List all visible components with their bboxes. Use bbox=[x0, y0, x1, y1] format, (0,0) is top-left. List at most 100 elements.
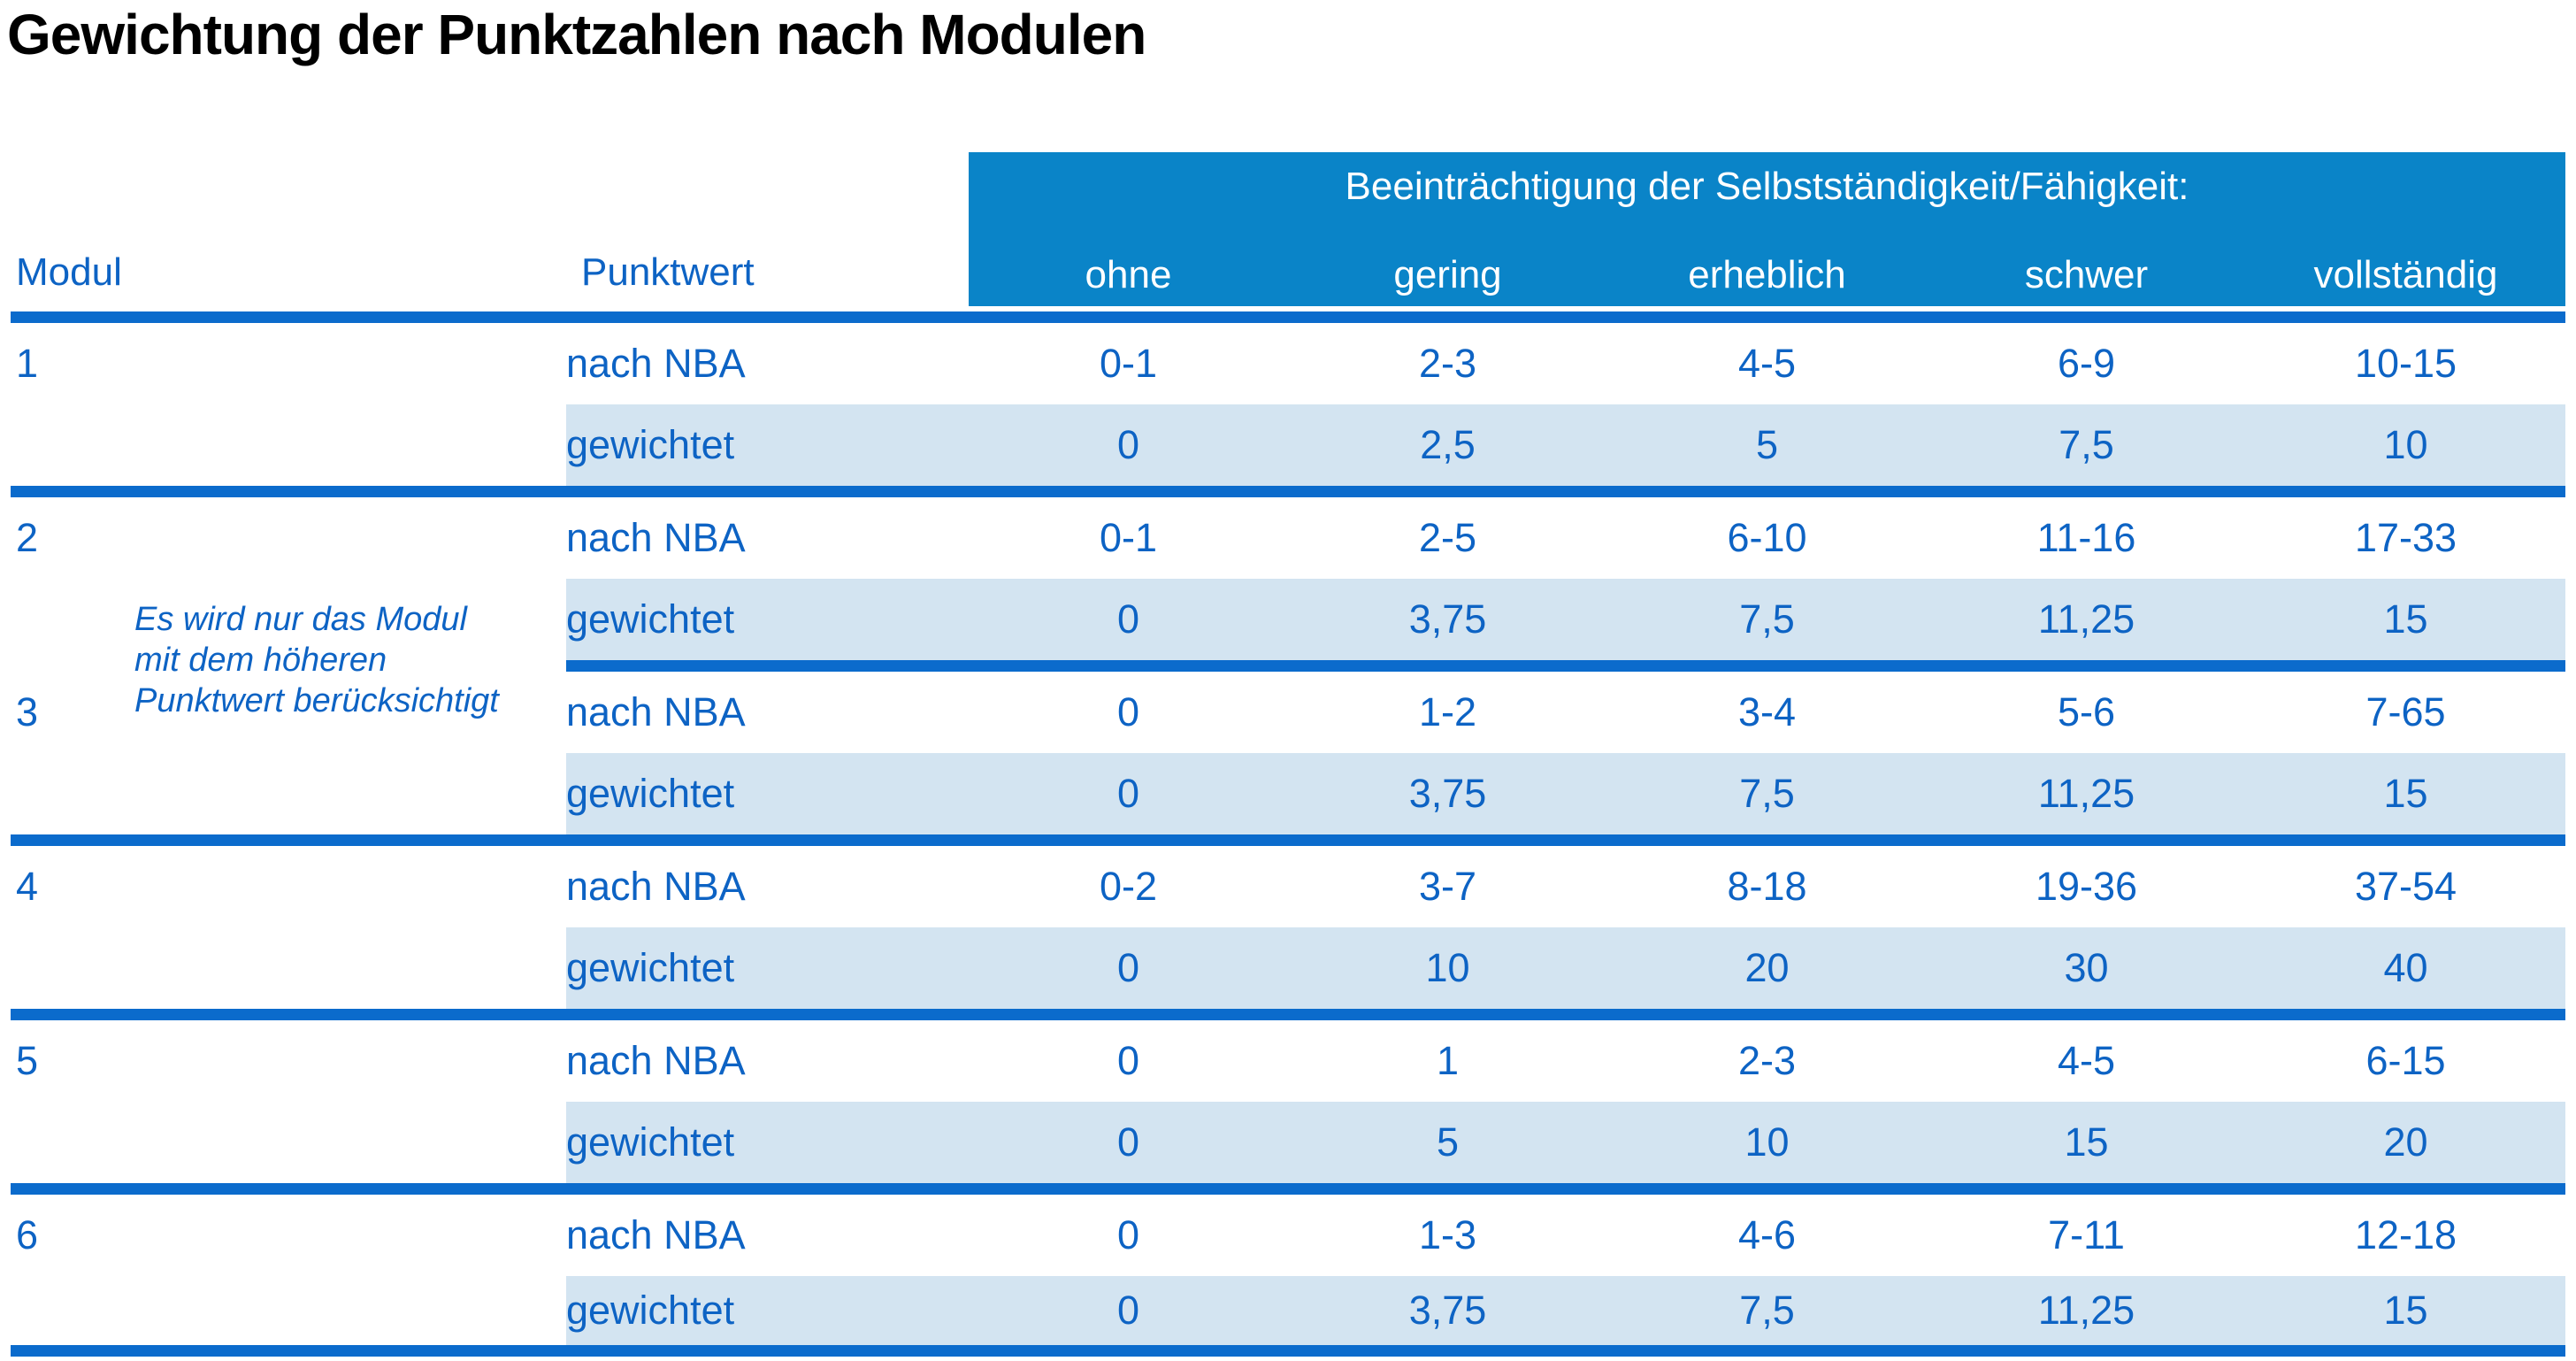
table-row-module5-nach-nba: 5 nach NBA 0 1 2-3 4-5 6-15 bbox=[0, 1020, 2576, 1102]
table-row-module1-gewichtet: gewichtet 0 2,5 5 7,5 10 bbox=[0, 404, 2576, 486]
value-cell: 5-6 bbox=[2057, 689, 2116, 734]
separator-rule bbox=[11, 834, 2565, 846]
value-cell: 2,5 bbox=[1288, 404, 1607, 486]
table-row-module5-gewichtet: gewichtet 0 5 10 15 20 bbox=[0, 1102, 2576, 1183]
value-cell: 0-1 bbox=[1099, 341, 1158, 386]
value-cell: 1 bbox=[1436, 1038, 1460, 1083]
table-row-module1-nach-nba: 1 nach NBA 0-1 2-3 4-5 6-9 10-15 bbox=[0, 323, 2576, 404]
value-cell: 0-2 bbox=[1099, 864, 1158, 909]
value-cell: 0-1 bbox=[1099, 515, 1158, 560]
column-header-gering: gering bbox=[1393, 253, 1502, 296]
value-cell: 8-18 bbox=[1727, 864, 1807, 909]
severity-column-headers: ohne gering erheblich schwer vollständig bbox=[969, 253, 2565, 297]
row-label: gewichtet bbox=[566, 579, 969, 660]
value-cell: 7,5 bbox=[1607, 753, 1927, 834]
row-label: gewichtet bbox=[566, 927, 969, 1009]
value-cell: 37-54 bbox=[2354, 864, 2457, 909]
module-number: 6 bbox=[16, 1212, 39, 1257]
value-cell: 15 bbox=[1927, 1102, 2246, 1183]
value-cell: 15 bbox=[2246, 1276, 2565, 1345]
module-number: 3 bbox=[16, 689, 39, 734]
note-line: Punktwert berücksichtigt bbox=[134, 682, 499, 719]
row-label: nach NBA bbox=[566, 864, 746, 909]
row-label: nach NBA bbox=[566, 689, 746, 734]
separator-rule-partial bbox=[566, 660, 2565, 672]
module-number: 5 bbox=[16, 1038, 39, 1083]
value-cell: 0 bbox=[969, 1102, 1288, 1183]
table-row-module4-nach-nba: 4 nach NBA 0-2 3-7 8-18 19-36 37-54 bbox=[0, 846, 2576, 927]
note-text: Es wird nur das Modul mit dem höheren Pu… bbox=[134, 599, 577, 721]
table-row-module2-nach-nba: 2 nach NBA 0-1 2-5 6-10 11-16 17-33 bbox=[0, 497, 2576, 579]
value-cell: 5 bbox=[1288, 1102, 1607, 1183]
value-cell: 2-5 bbox=[1418, 515, 1477, 560]
value-cell: 17-33 bbox=[2354, 515, 2457, 560]
table-row-module6-nach-nba: 6 nach NBA 0 1-3 4-6 7-11 12-18 bbox=[0, 1195, 2576, 1276]
note-line: mit dem höheren bbox=[134, 642, 387, 679]
value-cell: 4-5 bbox=[1737, 341, 1797, 386]
module-number-empty bbox=[0, 927, 566, 1009]
value-cell: 7-11 bbox=[2048, 1212, 2125, 1257]
row-label: gewichtet bbox=[566, 404, 969, 486]
value-cell: 40 bbox=[2246, 927, 2565, 1009]
row-label: nach NBA bbox=[566, 1038, 746, 1083]
value-cell: 3-4 bbox=[1737, 689, 1797, 734]
table-row-module3-nach-nba: 3 nach NBA 0 1-2 3-4 5-6 7-65 bbox=[0, 672, 2576, 753]
row-label: nach NBA bbox=[566, 515, 746, 560]
separator-rule bbox=[11, 486, 2565, 497]
module-2-3-group: 2 nach NBA 0-1 2-5 6-10 11-16 17-33 gewi… bbox=[0, 497, 2576, 834]
value-cell: 20 bbox=[2246, 1102, 2565, 1183]
value-cell: 10-15 bbox=[2354, 341, 2457, 386]
row-label: gewichtet bbox=[566, 1102, 969, 1183]
separator-rule bbox=[11, 1345, 2565, 1357]
value-cell: 6-10 bbox=[1727, 515, 1807, 560]
value-cell: 19-36 bbox=[2035, 864, 2138, 909]
table-row-module4-gewichtet: gewichtet 0 10 20 30 40 bbox=[0, 927, 2576, 1009]
value-cell: 7-65 bbox=[2365, 689, 2446, 734]
value-cell: 3,75 bbox=[1288, 1276, 1607, 1345]
value-cell: 0 bbox=[969, 753, 1288, 834]
module-number: 1 bbox=[16, 341, 39, 386]
value-cell: 30 bbox=[1927, 927, 2246, 1009]
module-number-empty bbox=[0, 753, 566, 834]
value-cell: 20 bbox=[1607, 927, 1927, 1009]
module-number-empty bbox=[0, 1276, 566, 1345]
separator-rule bbox=[11, 1183, 2565, 1195]
page-title: Gewichtung der Punktzahlen nach Modulen bbox=[7, 3, 1146, 66]
value-cell: 11,25 bbox=[1927, 753, 2246, 834]
row-label: gewichtet bbox=[566, 1276, 969, 1345]
value-cell: 4-5 bbox=[2057, 1038, 2116, 1083]
value-cell: 0 bbox=[1116, 1038, 1140, 1083]
value-cell: 0 bbox=[969, 1276, 1288, 1345]
value-cell: 10 bbox=[1607, 1102, 1927, 1183]
value-cell: 7,5 bbox=[1607, 579, 1927, 660]
value-cell: 6-9 bbox=[2057, 341, 2116, 386]
value-cell: 7,5 bbox=[1927, 404, 2246, 486]
module-number-empty bbox=[0, 1102, 566, 1183]
value-cell: 0 bbox=[969, 404, 1288, 486]
value-cell: 0 bbox=[969, 927, 1288, 1009]
module-number: 2 bbox=[16, 515, 39, 560]
table-header-banner: Beeinträchtigung der Selbstständigkeit/F… bbox=[969, 152, 2565, 306]
module-number: 4 bbox=[16, 864, 39, 909]
row-label: gewichtet bbox=[566, 753, 969, 834]
value-cell: 2-3 bbox=[1737, 1038, 1797, 1083]
value-cell: 3,75 bbox=[1288, 579, 1607, 660]
value-cell: 10 bbox=[1288, 927, 1607, 1009]
value-cell: 1-3 bbox=[1418, 1212, 1477, 1257]
column-header-ohne: ohne bbox=[1085, 253, 1172, 296]
value-cell: 15 bbox=[2246, 579, 2565, 660]
value-cell: 0 bbox=[1116, 1212, 1140, 1257]
value-cell: 6-15 bbox=[2365, 1038, 2446, 1083]
column-header-erheblich: erheblich bbox=[1688, 253, 1846, 296]
column-header-modul: Modul bbox=[16, 250, 122, 294]
value-cell: 11,25 bbox=[1927, 579, 2246, 660]
value-cell: 5 bbox=[1607, 404, 1927, 486]
separator-rule bbox=[11, 311, 2565, 323]
value-cell: 10 bbox=[2246, 404, 2565, 486]
banner-title: Beeinträchtigung der Selbstständigkeit/F… bbox=[1345, 165, 2189, 208]
value-cell: 0 bbox=[969, 579, 1288, 660]
table-row-module6-gewichtet: gewichtet 0 3,75 7,5 11,25 15 bbox=[0, 1276, 2576, 1345]
value-cell: 0 bbox=[1116, 689, 1140, 734]
note-line: Es wird nur das Modul bbox=[134, 601, 467, 638]
